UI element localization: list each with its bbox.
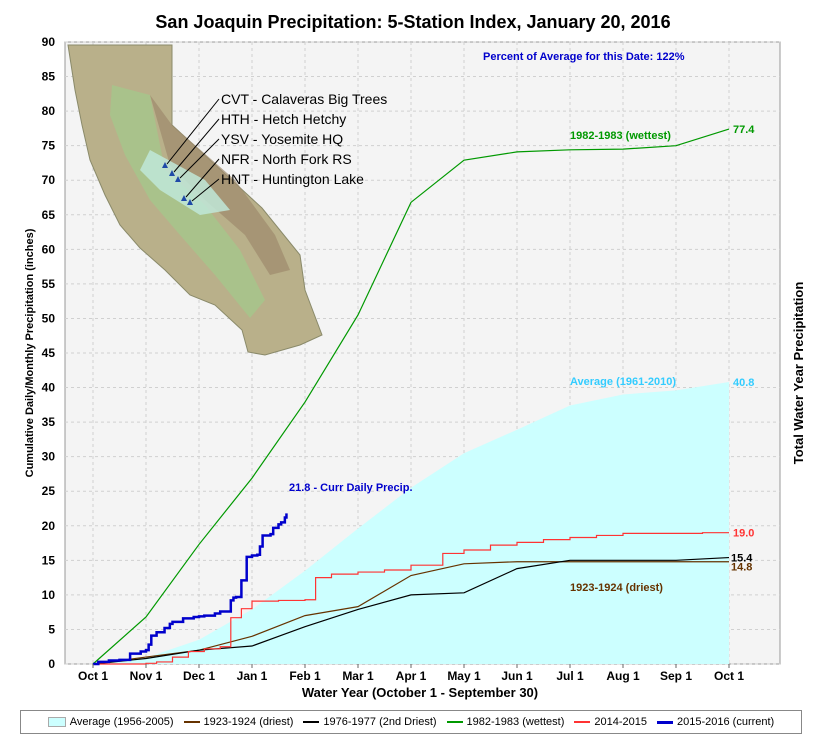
y-tick-label: 50 (42, 311, 56, 325)
y-tick-label: 25 (42, 484, 56, 498)
x-tick-label: Jul 1 (556, 669, 584, 683)
x-tick-label: Oct 1 (78, 669, 108, 683)
legend-swatch (303, 721, 320, 723)
y-tick-label: 40 (42, 381, 56, 395)
y-tick-label: 10 (42, 588, 56, 602)
legend-label: 1976-1977 (2nd Driest) (323, 716, 437, 728)
x-tick-label: Jan 1 (237, 669, 268, 683)
station-marker (162, 162, 168, 168)
station-leader-line (191, 178, 220, 202)
series-average-area (93, 382, 729, 664)
station-label: CVT - Calaveras Big Trees (221, 91, 387, 107)
chart-legend: Average (1956-2005) 1923-1924 (driest) 197… (20, 710, 802, 734)
legend-swatch (574, 721, 591, 723)
x-tick-label: Mar 1 (342, 669, 374, 683)
axes: 0 5 10 15 20 25 30 35 40 45 50 55 60 65 70 75 80 85 90 Oct … (42, 35, 745, 683)
station-leader-line (166, 98, 220, 165)
y-tick-label: 5 (48, 622, 55, 636)
chart-area: 0 5 10 15 20 25 30 35 40 45 50 55 60 65 70 75 80 85 90 Oct … (24, 35, 806, 700)
end-label-2014-2015: 19.0 (733, 528, 754, 540)
x-tick-label: Aug 1 (606, 669, 640, 683)
station-marker (169, 170, 175, 176)
y-tick-label: 90 (42, 35, 56, 49)
legend-label: 1982-1983 (wettest) (466, 716, 565, 728)
station-label: HNT - Huntington Lake (221, 171, 364, 187)
station-markers (162, 162, 193, 205)
station-leader-line (179, 138, 220, 179)
station-label: HTH - Hetch Hetchy (221, 111, 346, 127)
series-1982-1983-wettest (92, 128, 730, 665)
annotations: 77.4 40.8 19.0 15.414.8 1982-1983 (wettest) A… (289, 124, 755, 594)
legend-item: 2015-2016 (current) (657, 716, 774, 728)
y-tick-label: 85 (42, 70, 56, 84)
series-1976-1977-2nd-driest (92, 556, 730, 665)
station-marker (175, 176, 181, 182)
legend-item: 2014-2015 (574, 716, 647, 728)
end-label-wettest: 77.4 (733, 124, 755, 136)
chart-title: San Joaquin Precipitation: 5-Station Ind… (155, 12, 671, 32)
data-series (92, 128, 730, 666)
y-tick-label: 45 (42, 346, 56, 360)
y-tick-label: 60 (42, 242, 56, 256)
y-tick-label: 75 (42, 139, 56, 153)
y-tick-label: 55 (42, 277, 56, 291)
legend-label: 2015-2016 (current) (677, 716, 775, 728)
x-tick-label: May 1 (447, 669, 481, 683)
x-axis-label: Water Year (October 1 - September 30) (302, 685, 538, 700)
end-label-driest: 14.8 (731, 562, 752, 574)
station-marker (181, 195, 187, 201)
legend-swatch (446, 721, 463, 723)
x-tick-label: Apr 1 (396, 669, 427, 683)
percent-note: Percent of Average for this Date: 122% (483, 51, 685, 63)
x-tick-label: Dec 1 (183, 669, 215, 683)
series-2015-2016-current (93, 513, 288, 666)
station-marker (187, 199, 193, 205)
y-tick-label: 20 (42, 519, 56, 533)
station-leader-line (173, 118, 220, 173)
legend-label: Average (1956-2005) (69, 716, 174, 728)
legend-item: 1982-1983 (wettest) (446, 716, 565, 728)
legend-swatch (657, 720, 673, 724)
y-axis-label: Cumulative Daily/Monthly Precipitation (… (24, 228, 36, 477)
annotation-wettest: 1982-1983 (wettest) (570, 130, 671, 142)
station-leader-line (185, 158, 220, 198)
legend-label: 1923-1924 (driest) (203, 716, 294, 728)
end-label-average: 40.8 (733, 377, 754, 389)
y-tick-label: 0 (48, 657, 55, 671)
end-label-2nd-driest: 15.4 (731, 553, 753, 565)
x-tick-label: Sep 1 (660, 669, 692, 683)
x-tick-label: Jun 1 (501, 669, 533, 683)
legend-swatch (183, 721, 200, 723)
y-axis-label-right: Total Water Year Precipitation (791, 282, 806, 465)
x-tick-label: Oct 1 (714, 669, 744, 683)
annotation-average: Average (1961-2010) (570, 376, 676, 388)
y-tick-label: 70 (42, 173, 56, 187)
basin-highlight (140, 150, 230, 215)
legend-item: Average (1956-2005) (47, 716, 174, 728)
legend-item: 1923-1924 (driest) (183, 716, 294, 728)
sierra-shape (150, 95, 290, 275)
legend-item: 1976-1977 (2nd Driest) (303, 716, 437, 728)
series-2014-2015 (93, 532, 729, 665)
california-map (67, 44, 323, 356)
legend-swatch (47, 717, 66, 727)
y-tick-label: 15 (42, 553, 56, 567)
station-label: NFR - North Fork RS (221, 151, 352, 167)
station-labels: CVT - Calaveras Big Trees HTH - Hetch Het… (221, 91, 387, 187)
y-tick-label: 65 (42, 208, 56, 222)
annotation-driest: 1923-1924 (driest) (570, 582, 663, 594)
y-tick-label: 30 (42, 450, 56, 464)
x-tick-label: Feb 1 (289, 669, 321, 683)
station-leader-lines (166, 98, 220, 202)
y-tick-label: 80 (42, 104, 56, 118)
station-label: YSV - Yosemite HQ (221, 131, 343, 147)
annotation-current: 21.8 - Curr Daily Precip. (289, 482, 413, 494)
legend-label: 2014-2015 (594, 716, 647, 728)
x-tick-label: Nov 1 (130, 669, 163, 683)
y-tick-label: 35 (42, 415, 56, 429)
